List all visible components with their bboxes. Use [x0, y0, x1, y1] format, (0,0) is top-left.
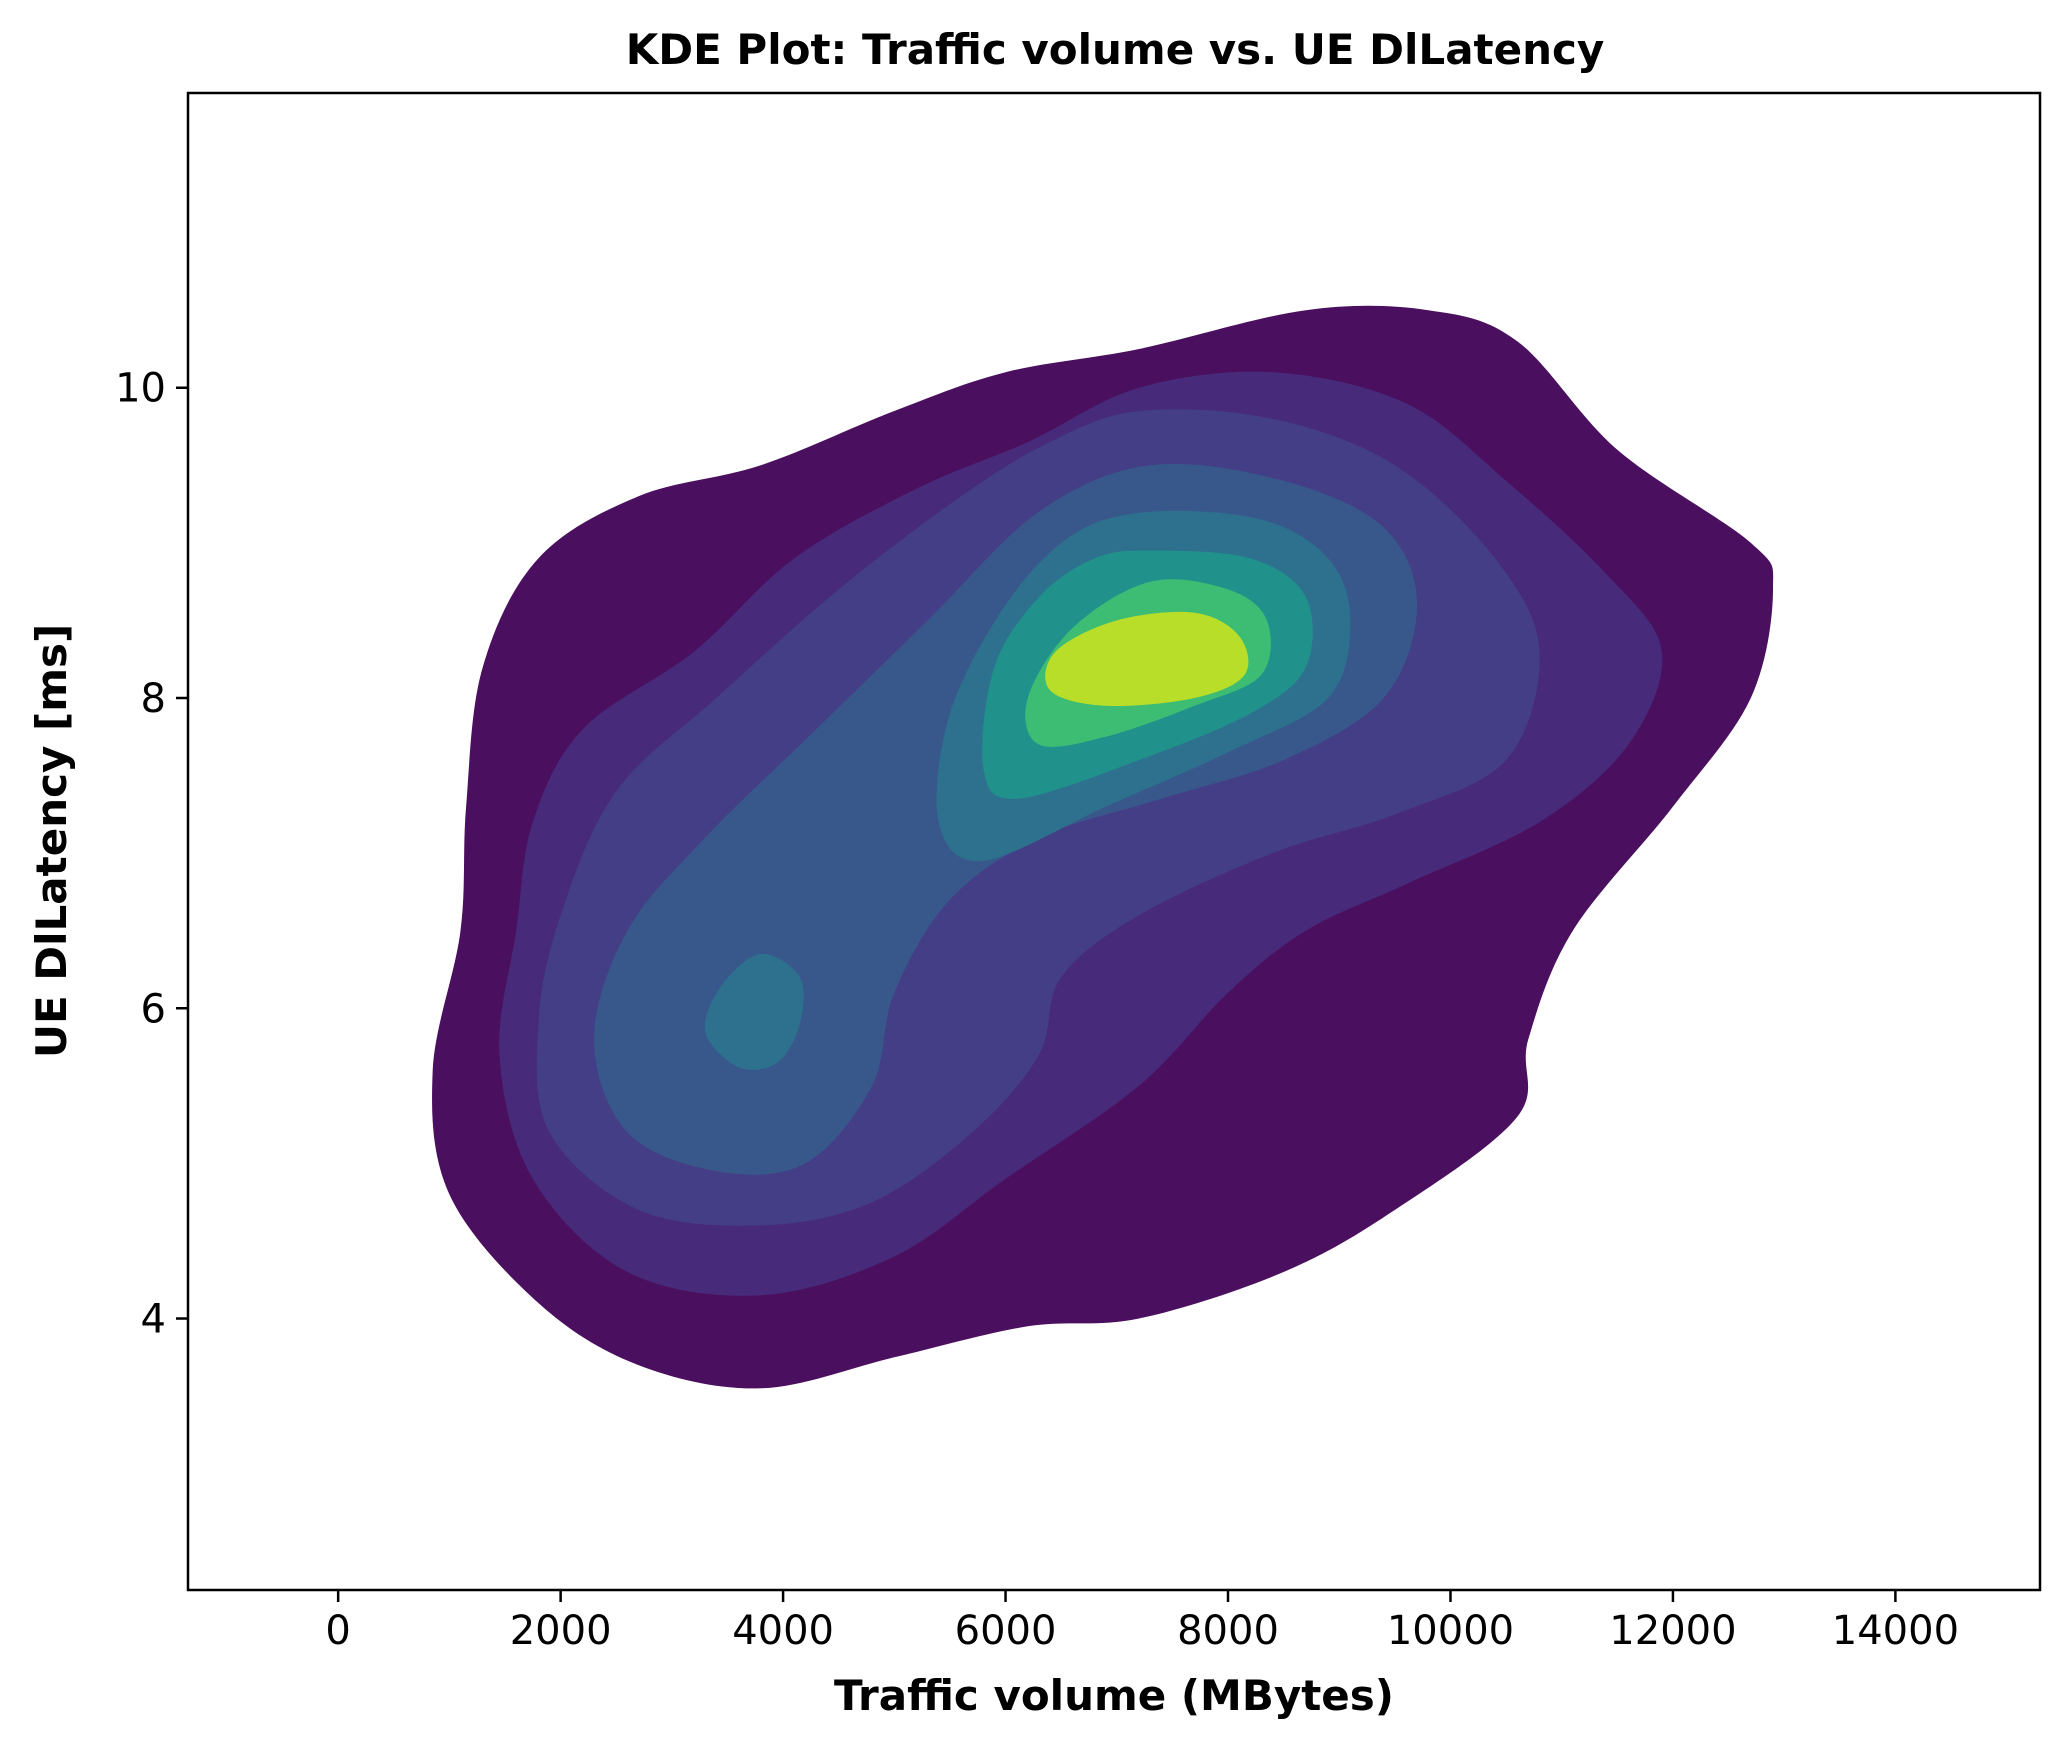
kde-contour-level-8-8 — [1045, 611, 1249, 707]
kde-contour-level-5-5 — [704, 953, 804, 1070]
y-tick-label-10: 10 — [115, 366, 166, 412]
x-tick-label-4000: 4000 — [732, 1608, 834, 1654]
x-axis-label: Traffic volume (MBytes) — [834, 1671, 1394, 1720]
chart-title: KDE Plot: Traffic volume vs. UE DlLatenc… — [626, 25, 1605, 74]
axes-frame — [186, 91, 2042, 1592]
y-axis: 4 6 8 10 — [115, 366, 188, 1343]
x-tick-label-0: 0 — [325, 1608, 350, 1654]
y-tick-label-8: 8 — [141, 676, 166, 722]
y-tick-label-4: 4 — [141, 1297, 166, 1343]
x-tick-label-8000: 8000 — [1177, 1608, 1279, 1654]
x-tick-label-2000: 2000 — [510, 1608, 612, 1654]
x-tick-label-14000: 14000 — [1832, 1608, 1959, 1654]
y-axis-label: UE DlLatency [ms] — [27, 624, 76, 1058]
plot-area — [432, 305, 1774, 1389]
x-tick-label-6000: 6000 — [955, 1608, 1057, 1654]
x-tick-label-10000: 10000 — [1387, 1608, 1514, 1654]
y-tick-label-6: 6 — [141, 986, 166, 1032]
x-tick-label-12000: 12000 — [1609, 1608, 1736, 1654]
x-axis: 0 2000 4000 6000 8000 10000 12000 14000 — [325, 1590, 1959, 1654]
